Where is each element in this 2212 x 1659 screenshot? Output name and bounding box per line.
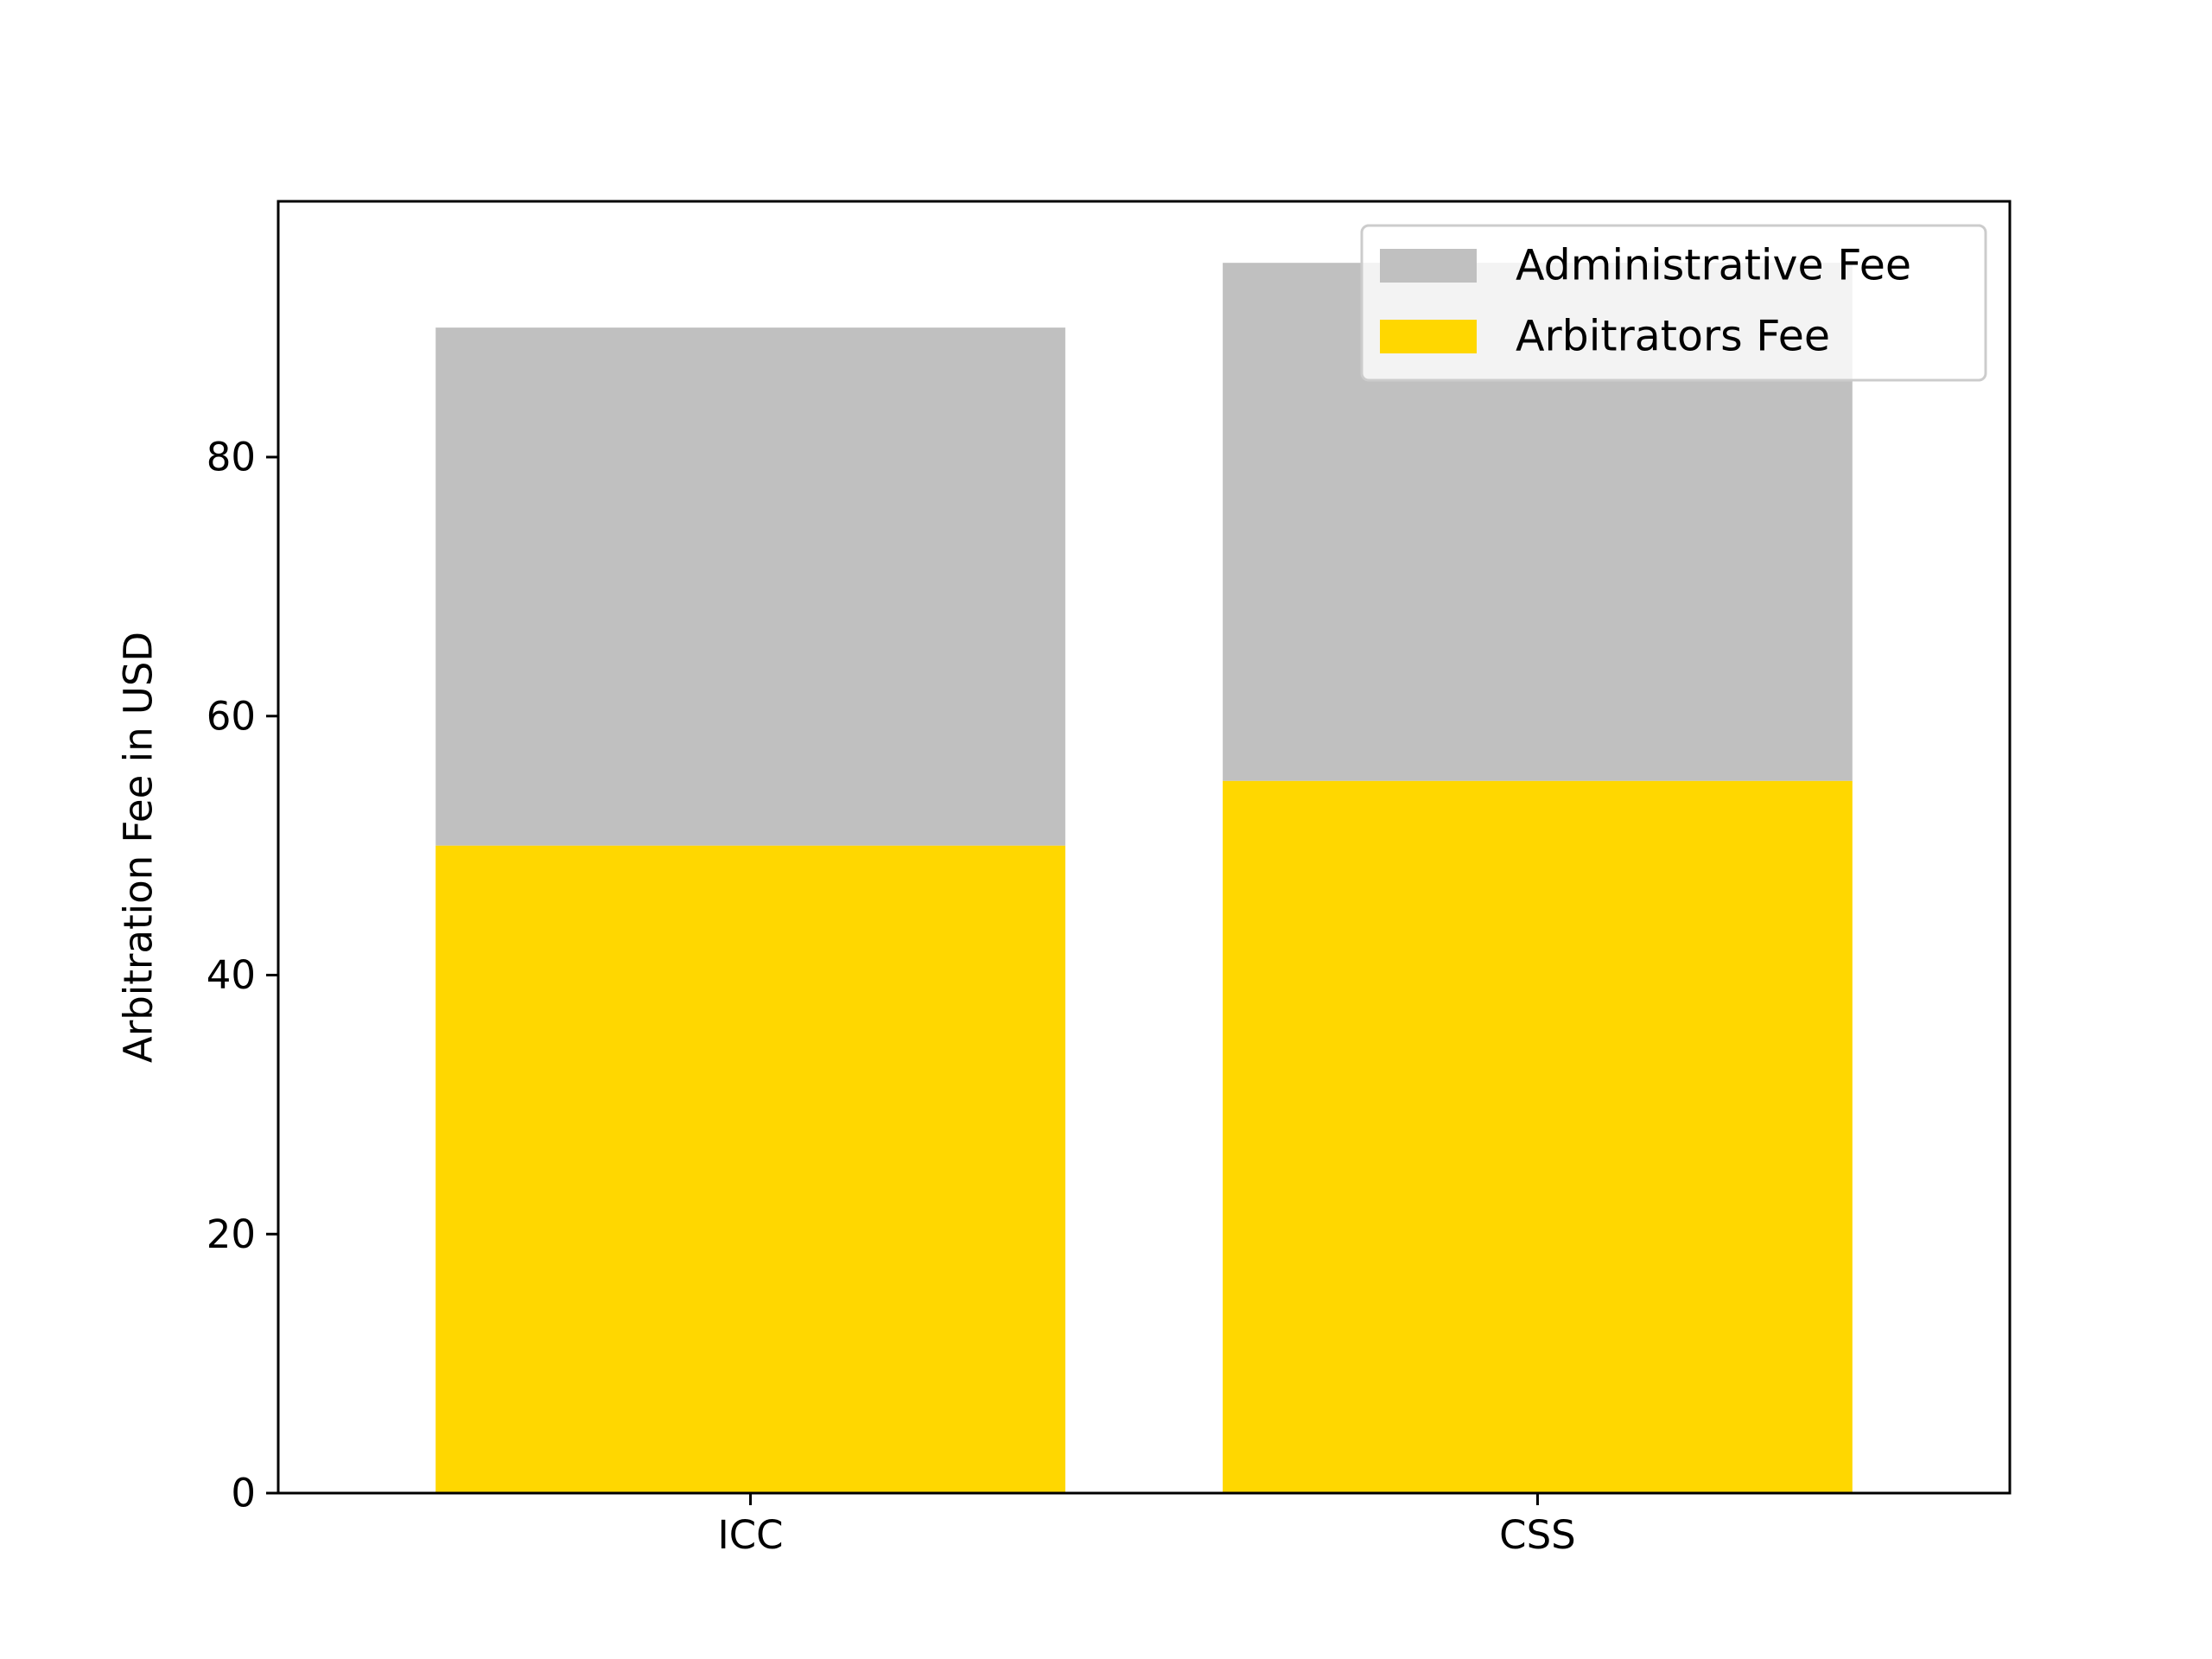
y-tick-label: 60 xyxy=(207,693,256,739)
y-tick-label: 20 xyxy=(207,1211,256,1257)
legend-swatch xyxy=(1380,320,1477,353)
bar-css-arbitrators-fee xyxy=(1223,780,1853,1493)
y-tick-label: 40 xyxy=(207,952,256,998)
x-tick-label: ICC xyxy=(717,1512,783,1558)
bar-icc-arbitrators-fee xyxy=(435,845,1065,1493)
y-tick-label: 80 xyxy=(207,435,256,480)
legend-label: Administrative Fee xyxy=(1516,241,1911,290)
bars-layer xyxy=(435,263,1853,1493)
legend-box xyxy=(1360,224,1987,382)
y-axis-label: Arbitration Fee in USD xyxy=(116,632,162,1063)
y-tick-label: 0 xyxy=(231,1471,256,1516)
legend: Administrative Fee Arbitrators Fee xyxy=(1360,224,1987,382)
legend-swatch xyxy=(1380,249,1477,283)
plot-area-frame xyxy=(276,200,2012,1495)
x-axis: ICC CSS xyxy=(717,1493,1576,1558)
bar-icc-administrative-fee xyxy=(435,327,1065,846)
x-tick-label: CSS xyxy=(1499,1512,1576,1558)
legend-label: Arbitrators Fee xyxy=(1516,312,1830,361)
y-axis: 0 20 40 60 80 xyxy=(207,435,278,1516)
